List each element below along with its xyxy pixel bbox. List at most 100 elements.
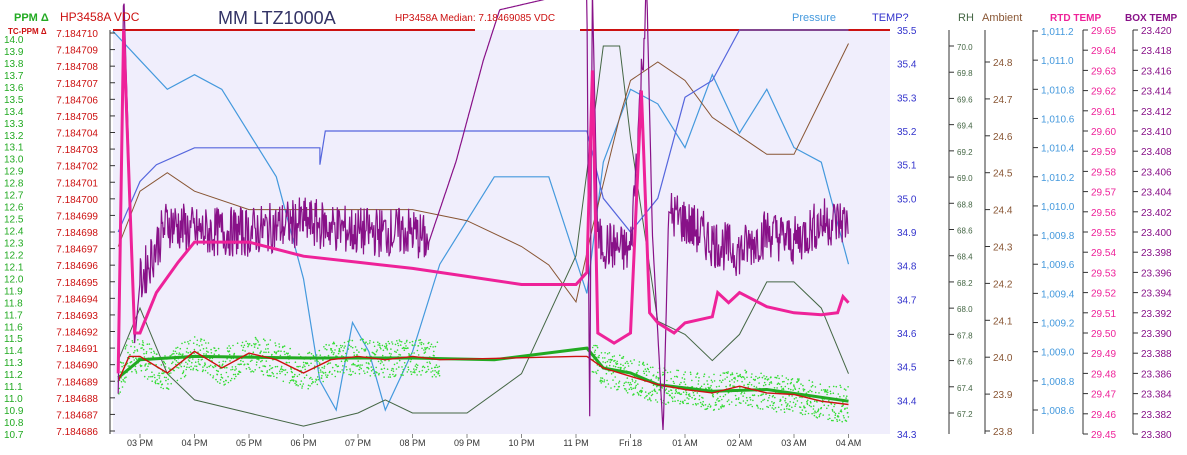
x-tick-label: 02 AM bbox=[727, 438, 753, 448]
ppm-point bbox=[333, 352, 335, 354]
ppm-point bbox=[142, 341, 144, 344]
ppm-point bbox=[244, 350, 246, 352]
ppm-point bbox=[370, 366, 373, 368]
ppm-tick-label: 13.9 bbox=[4, 47, 24, 58]
ppm-point bbox=[228, 353, 231, 356]
ppm-point bbox=[160, 386, 162, 389]
ppm-point bbox=[263, 351, 265, 354]
ppm-point bbox=[394, 343, 397, 346]
ppm-point bbox=[377, 360, 380, 363]
ppm-point bbox=[175, 352, 178, 355]
ppm-point bbox=[725, 371, 728, 374]
ppm-point bbox=[280, 367, 283, 369]
ppm-point bbox=[638, 394, 640, 396]
ppm-point bbox=[679, 400, 682, 403]
ppm-point bbox=[286, 361, 288, 364]
ppm-point bbox=[172, 350, 175, 352]
series-rtd bbox=[116, 29, 850, 374]
ppm-point bbox=[778, 377, 780, 380]
ppm-point bbox=[374, 353, 377, 356]
ppm-point bbox=[134, 350, 136, 352]
ppm-point bbox=[326, 376, 329, 379]
ppm-point bbox=[281, 368, 284, 371]
ambient-tick-label: 23.9 bbox=[993, 390, 1013, 401]
ppm-point bbox=[135, 357, 137, 360]
ppm-point bbox=[433, 374, 436, 376]
ppm-point bbox=[431, 367, 433, 370]
ppm-tick-label: 13.6 bbox=[4, 83, 24, 94]
ppm-point bbox=[743, 376, 745, 379]
box-tick-label: 23.390 bbox=[1141, 329, 1172, 340]
ppm-point bbox=[255, 361, 258, 364]
ppm-point bbox=[247, 344, 250, 346]
ppm-point bbox=[406, 339, 408, 342]
ppm-point bbox=[602, 357, 604, 359]
ppm-point bbox=[339, 371, 342, 373]
ppm-point bbox=[416, 366, 418, 369]
rtd-tick-label: 29.62 bbox=[1091, 87, 1116, 98]
ppm-point bbox=[196, 369, 199, 372]
ppm-point bbox=[243, 344, 246, 347]
ppm-point bbox=[203, 339, 205, 342]
ppm-point bbox=[794, 387, 796, 389]
ppm-point bbox=[325, 374, 327, 376]
ppm-point bbox=[252, 371, 255, 373]
ppm-point bbox=[688, 398, 690, 400]
box-tick-label: 23.418 bbox=[1141, 46, 1172, 57]
ppm-point bbox=[604, 352, 606, 354]
ppm-point bbox=[294, 382, 296, 385]
ppm-point bbox=[650, 399, 652, 402]
ppm-point bbox=[790, 388, 792, 391]
vdc-tick-label: 7.184705 bbox=[56, 112, 98, 123]
ppm-point bbox=[404, 342, 406, 345]
ppm-point bbox=[255, 338, 257, 340]
ppm-point bbox=[721, 404, 723, 406]
ppm-point bbox=[692, 391, 695, 394]
vdc-tick-label: 7.184697 bbox=[56, 245, 98, 256]
ppm-point bbox=[611, 355, 614, 358]
ppm-point bbox=[711, 381, 714, 383]
ppm-point bbox=[321, 366, 324, 369]
ppm-point bbox=[357, 364, 360, 367]
ppm-point bbox=[392, 368, 395, 370]
ppm-point bbox=[794, 405, 796, 408]
ppm-point bbox=[185, 351, 188, 353]
ppm-point bbox=[224, 383, 226, 386]
rh-tick-label: 68.6 bbox=[957, 227, 973, 236]
ppm-point bbox=[813, 400, 816, 403]
box-tick-label: 23.404 bbox=[1141, 188, 1172, 199]
rtd-tick-label: 29.45 bbox=[1091, 430, 1116, 441]
rtd-tick-label: 29.50 bbox=[1091, 329, 1116, 340]
ppm-point bbox=[762, 399, 764, 402]
ppm-point bbox=[122, 378, 124, 381]
ppm-point bbox=[399, 354, 402, 356]
ppm-point bbox=[267, 351, 270, 354]
ppm-point bbox=[342, 365, 344, 367]
ppm-point bbox=[402, 374, 404, 377]
vdc-tick-label: 7.184695 bbox=[56, 278, 98, 289]
ppm-point bbox=[296, 375, 299, 378]
ppm-point bbox=[643, 364, 645, 367]
ppm-point bbox=[279, 368, 282, 371]
ppm-point bbox=[194, 361, 197, 364]
ppm-point bbox=[210, 352, 213, 354]
ppm-point bbox=[393, 363, 396, 366]
ppm-point bbox=[343, 371, 345, 374]
ppm-point bbox=[607, 383, 610, 385]
ppm-point bbox=[316, 376, 319, 378]
ppm-point bbox=[739, 375, 742, 378]
ppm-point bbox=[706, 407, 709, 410]
ppm-point bbox=[268, 374, 271, 377]
ppm-point bbox=[682, 391, 685, 394]
ppm-point bbox=[385, 346, 388, 348]
ppm-point bbox=[284, 369, 287, 371]
ppm-point bbox=[364, 348, 367, 351]
ppm-point bbox=[811, 412, 813, 415]
ppm-point bbox=[809, 389, 811, 392]
ppm-point bbox=[627, 362, 629, 365]
ppm-tick-label: 13.2 bbox=[4, 131, 24, 142]
ppm-point bbox=[376, 371, 378, 374]
ppm-point bbox=[228, 345, 230, 347]
ppm-point bbox=[347, 341, 350, 343]
pressure-tick-label: 1,009.4 bbox=[1041, 289, 1075, 300]
